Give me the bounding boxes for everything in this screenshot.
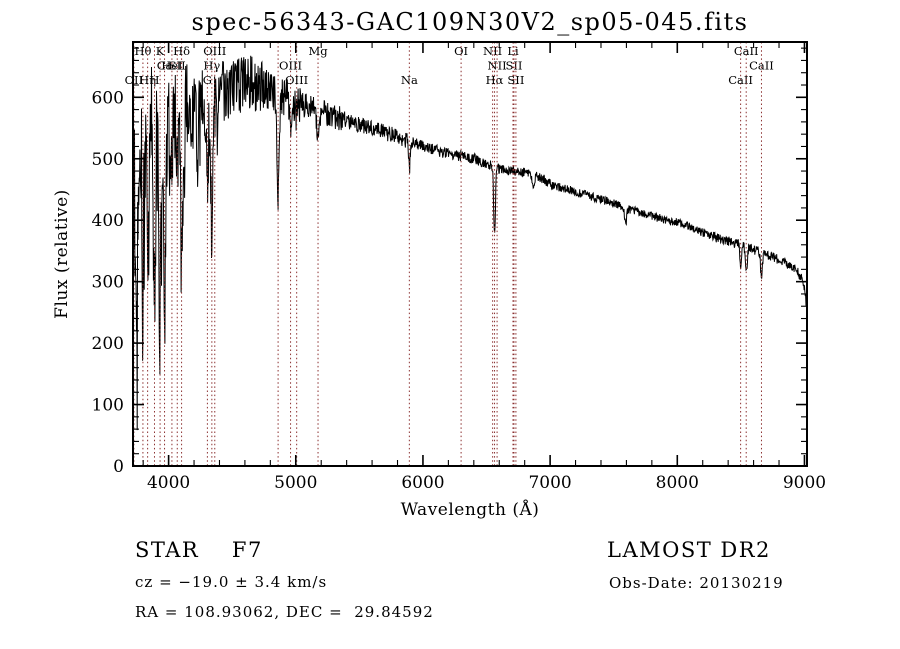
spectral-line-label: Na — [401, 73, 418, 87]
y-tick-label: 600 — [92, 88, 124, 108]
object-class-label: STAR F7 — [135, 538, 263, 562]
spectral-line-label: K — [156, 44, 165, 58]
y-axis-label: Flux (relative) — [52, 189, 72, 319]
spectral-line-label: OIII — [279, 59, 302, 73]
spectral-line-label: OI — [454, 44, 468, 58]
spectral-line-label: Mg — [308, 44, 328, 58]
ra-dec: RA = 108.93062, DEC = 29.84592 — [135, 603, 434, 621]
spectral-line-label: SII — [506, 59, 523, 73]
x-tick-label: 5000 — [274, 473, 317, 493]
x-tick-label: 9000 — [783, 473, 826, 493]
y-tick-label: 100 — [92, 396, 124, 416]
x-axis-label: Wavelength (Å) — [400, 500, 540, 520]
spectrum-path — [133, 55, 807, 431]
survey-label: LAMOST DR2 — [607, 538, 771, 562]
spectral-line-label: CaII — [728, 73, 753, 87]
plot-frame — [132, 41, 808, 467]
spectral-line-label: NII — [488, 59, 507, 73]
spectral-line-label: Hη — [139, 73, 156, 87]
y-tick-label: 200 — [92, 334, 124, 354]
spectral-line-label: H — [149, 73, 159, 87]
spectral-line-label: Hδ — [173, 44, 190, 58]
x-tick-label: 8000 — [656, 473, 699, 493]
y-tick-label: 300 — [92, 273, 124, 293]
spectral-line-label: OIII — [285, 73, 308, 87]
x-tick-label: 4000 — [147, 473, 190, 493]
spectral-line-label: CaII — [734, 44, 759, 58]
spectral-line-label: CaII — [749, 59, 774, 73]
spectral-line-label: SII — [169, 59, 186, 73]
y-tick-label: 0 — [113, 457, 124, 477]
spectral-line-label: SII — [507, 73, 524, 87]
spectral-line-label: Hγ — [203, 59, 220, 73]
spectral-line-label: Li — [507, 44, 519, 58]
plot-title: spec-56343-GAC109N30V2_sp05-045.fits — [191, 8, 749, 36]
spectral-line-label: OIII — [203, 44, 226, 58]
y-tick-label: 400 — [92, 211, 124, 231]
spectral-line-label: HeI — [161, 59, 182, 73]
x-tick-label: 7000 — [528, 473, 571, 493]
obs-date: Obs-Date: 20130219 — [609, 574, 784, 592]
spectral-line-label: G — [203, 73, 212, 87]
x-tick-label: 6000 — [401, 473, 444, 493]
spectral-line-label: Hα — [486, 73, 504, 87]
y-tick-label: 500 — [92, 150, 124, 170]
spectral-line-label: Ca — [157, 59, 173, 73]
cz-value: cz = −19.0 ± 3.4 km/s — [135, 573, 328, 591]
